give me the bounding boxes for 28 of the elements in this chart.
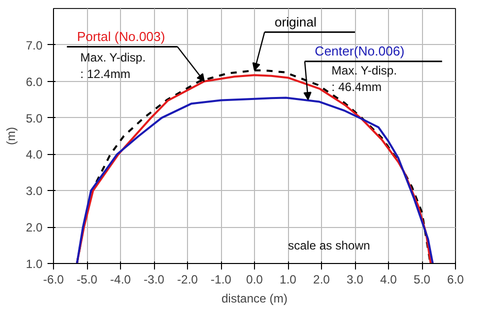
- text: Portal (No.003): [76, 28, 166, 44]
- y-tick-label: 3.0: [26, 184, 43, 198]
- text: original: [274, 14, 317, 30]
- annotation: Max. Y-disp. : 12.4mm: [80, 50, 146, 82]
- y-axis-title: (m): [4, 126, 18, 145]
- x-tick-label: 4.0: [380, 272, 398, 286]
- x-tick-label: 2.0: [313, 272, 330, 286]
- x-tick-label: 0.0: [246, 272, 264, 286]
- x-tick-label: 5.0: [414, 272, 431, 286]
- x-tick-label: 1.0: [280, 272, 297, 286]
- text: Center(No.006): [314, 43, 404, 58]
- y-tick-label: 7.0: [26, 38, 43, 52]
- x-tick-label: -4.0: [110, 272, 132, 286]
- y-tick-label: 5.0: [26, 111, 43, 126]
- y-tick-label: 1.0: [26, 257, 43, 271]
- annotation: scale as shown: [288, 238, 370, 252]
- x-tick-label: -3.0: [144, 272, 165, 286]
- x-tick-label: 6.0: [447, 272, 464, 286]
- annotation: Max. Y-disp. : 46.4mm: [332, 63, 397, 94]
- x-tick-label: -6.0: [43, 272, 64, 286]
- x-tick-label: -1.0: [210, 272, 232, 286]
- y-tick-label: 2.0: [26, 220, 43, 235]
- y-tick-label: 4.0: [26, 148, 43, 162]
- y-tick-label: 6.0: [26, 74, 43, 89]
- x-tick-label: 3.0: [346, 272, 364, 286]
- x-tick-label: -2.0: [177, 272, 198, 286]
- x-axis-title: distance (m): [221, 292, 288, 306]
- x-tick-label: -5.0: [76, 272, 98, 286]
